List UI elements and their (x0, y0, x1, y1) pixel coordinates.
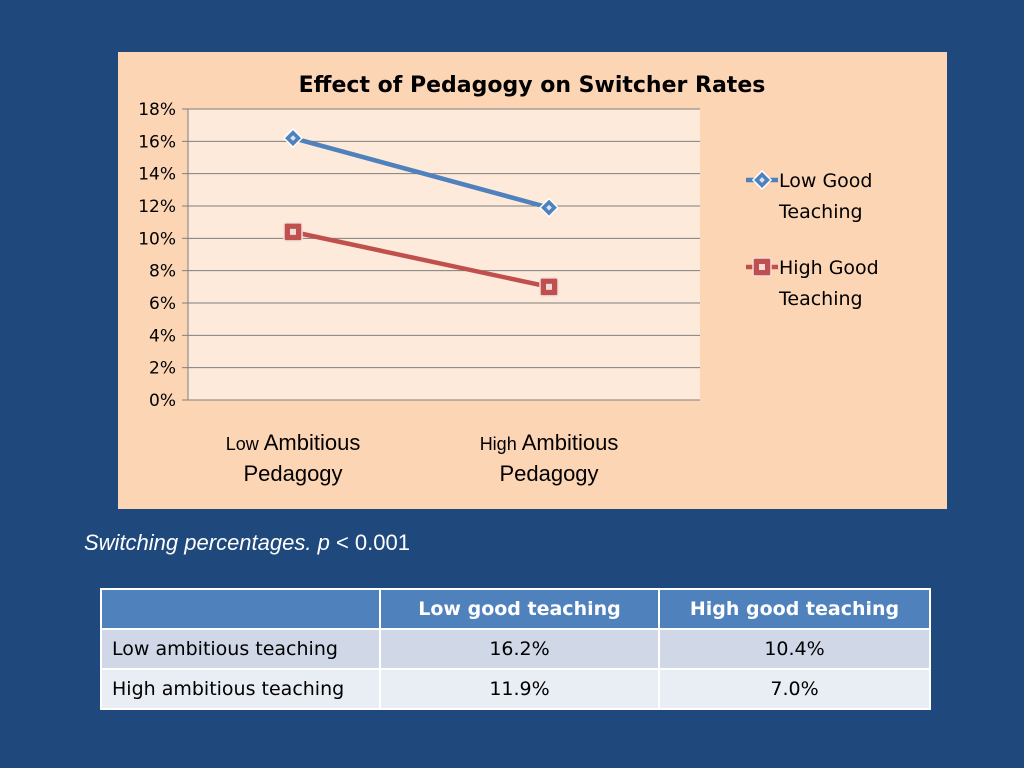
y-tick-label: 12% (138, 197, 176, 217)
chart-panel: Effect of Pedagogy on Switcher Rates 0% 2%… (118, 52, 947, 509)
caption-p: p (317, 530, 330, 555)
table-row: Low ambitious teaching 16.2% 10.4% (100, 628, 931, 670)
table-header-row: Low good teaching High good teaching (100, 588, 931, 630)
x-category-word: Ambitious (264, 430, 361, 455)
row-label: High ambitious teaching (100, 668, 381, 710)
y-tick-label: 8% (149, 262, 176, 282)
row-label: Low ambitious teaching (100, 628, 381, 670)
data-point-highlight (290, 228, 296, 235)
x-category-prefix: Low (226, 434, 264, 454)
results-table: Low good teaching High good teaching Low… (100, 588, 931, 710)
series-line (290, 135, 552, 210)
caption-p-value: < 0.001 (335, 530, 410, 555)
y-tick-label: 4% (149, 326, 176, 346)
x-category-label-line2: Pedagogy (499, 461, 598, 486)
table-header-low-good: Low good teaching (379, 588, 660, 630)
y-tick-label: 18% (138, 100, 176, 120)
y-tick-label: 2% (149, 359, 176, 379)
line-chart: Effect of Pedagogy on Switcher Rates 0% 2%… (138, 73, 879, 486)
legend-label: Teaching (778, 288, 863, 310)
cell-low-good: 11.9% (379, 668, 660, 710)
chart-caption: Switching percentages. p < 0.001 (84, 530, 410, 556)
y-tick-label: 6% (149, 294, 176, 314)
data-point-highlight (546, 283, 552, 290)
legend-label: Low Good (779, 170, 873, 192)
table-header-corner (100, 588, 381, 630)
legend-label: Teaching (778, 201, 863, 223)
cell-low-good: 16.2% (379, 628, 660, 670)
cell-high-good: 10.4% (658, 628, 931, 670)
x-category-prefix: High (480, 434, 522, 454)
cell-high-good: 7.0% (658, 668, 931, 710)
data-point-highlight (290, 135, 296, 141)
legend-marker-highlight (759, 177, 765, 183)
data-point-highlight (546, 204, 552, 211)
y-tick-label: 0% (149, 391, 176, 411)
y-tick-label: 16% (138, 132, 176, 152)
legend-label: High Good (779, 257, 879, 279)
x-category-word: Ambitious (522, 430, 619, 455)
x-category-label-line2: Pedagogy (243, 461, 342, 486)
y-tick-label: 14% (138, 165, 176, 185)
caption-text: Switching percentages. (84, 530, 312, 555)
x-category-label: High Ambitious (480, 430, 619, 455)
table-row: High ambitious teaching 11.9% 7.0% (100, 668, 931, 710)
table-header-high-good: High good teaching (658, 588, 931, 630)
chart-title: Effect of Pedagogy on Switcher Rates (299, 73, 766, 98)
y-tick-label: 10% (138, 229, 176, 249)
series-line (290, 229, 552, 290)
plot-area (188, 109, 700, 400)
legend-marker-highlight (759, 264, 765, 270)
x-category-label: Low Ambitious (226, 430, 361, 455)
